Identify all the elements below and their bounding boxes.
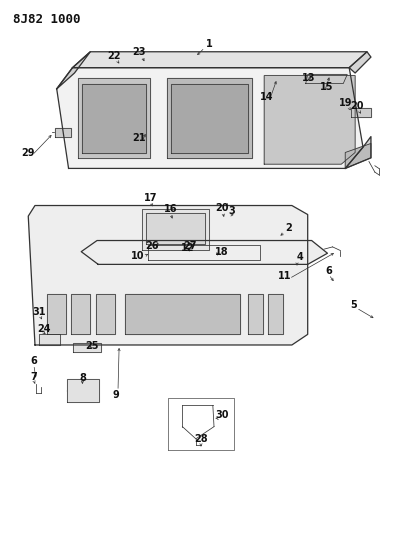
Text: 26: 26 <box>146 241 159 252</box>
Polygon shape <box>171 84 248 152</box>
Polygon shape <box>349 52 371 73</box>
Text: 15: 15 <box>320 82 333 92</box>
Text: 7: 7 <box>30 372 37 382</box>
Polygon shape <box>28 206 308 345</box>
Text: 8: 8 <box>79 373 86 383</box>
Text: 5: 5 <box>351 300 357 310</box>
Polygon shape <box>71 294 90 334</box>
Text: 16: 16 <box>164 204 177 214</box>
Polygon shape <box>81 240 328 264</box>
Text: 20: 20 <box>215 203 229 213</box>
Text: 19: 19 <box>339 98 353 108</box>
Polygon shape <box>264 76 355 164</box>
Polygon shape <box>148 245 260 260</box>
Text: 8J82 1000: 8J82 1000 <box>13 13 81 26</box>
Text: 18: 18 <box>215 247 229 257</box>
Text: 9: 9 <box>113 390 119 400</box>
Polygon shape <box>96 294 115 334</box>
Polygon shape <box>57 52 90 89</box>
Polygon shape <box>39 334 60 345</box>
Text: 23: 23 <box>132 47 146 57</box>
Text: 4: 4 <box>297 252 303 262</box>
Polygon shape <box>57 68 363 168</box>
Text: 6: 6 <box>30 356 37 366</box>
Text: 12: 12 <box>181 244 195 254</box>
Polygon shape <box>55 127 70 136</box>
Text: 11: 11 <box>279 271 292 281</box>
Text: 25: 25 <box>86 341 99 351</box>
Polygon shape <box>82 84 146 152</box>
Polygon shape <box>248 294 263 334</box>
Text: 1: 1 <box>205 39 212 49</box>
Text: 28: 28 <box>194 434 208 444</box>
Polygon shape <box>146 214 205 244</box>
Polygon shape <box>66 379 100 402</box>
Text: 24: 24 <box>37 324 51 334</box>
Text: 31: 31 <box>32 306 46 317</box>
Text: 30: 30 <box>215 410 229 420</box>
Text: 21: 21 <box>132 133 146 143</box>
Text: 14: 14 <box>260 92 274 102</box>
Text: 17: 17 <box>144 192 158 203</box>
Polygon shape <box>142 209 209 249</box>
Polygon shape <box>268 294 283 334</box>
Polygon shape <box>47 294 66 334</box>
Polygon shape <box>351 109 371 117</box>
Text: 20: 20 <box>350 101 364 111</box>
Text: 2: 2 <box>286 223 293 233</box>
Text: 22: 22 <box>107 51 121 61</box>
Text: 3: 3 <box>228 206 235 216</box>
Polygon shape <box>168 78 252 158</box>
Text: 10: 10 <box>131 251 144 261</box>
Polygon shape <box>345 143 371 168</box>
Text: 13: 13 <box>302 73 316 83</box>
Polygon shape <box>73 343 101 352</box>
Polygon shape <box>306 75 347 84</box>
Polygon shape <box>78 78 150 158</box>
Polygon shape <box>72 52 367 68</box>
Text: 6: 6 <box>325 266 332 276</box>
Text: 29: 29 <box>21 148 35 158</box>
Text: 27: 27 <box>183 241 197 252</box>
Polygon shape <box>125 294 240 334</box>
Polygon shape <box>345 136 371 168</box>
